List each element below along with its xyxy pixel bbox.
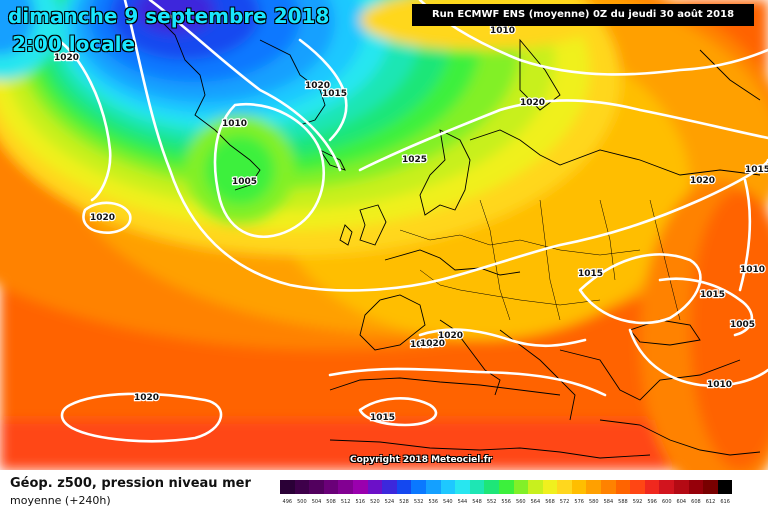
isobar-label: 1005 — [730, 320, 755, 330]
scale-swatch — [644, 480, 660, 494]
isobar-label: 1020 — [134, 393, 159, 403]
isobar-label: 1010 — [740, 265, 765, 275]
scale-swatch — [323, 480, 339, 494]
isobar-label: 1015 — [700, 290, 725, 300]
isobar-label: 1025 — [402, 155, 427, 165]
scale-value: 512 — [340, 499, 351, 505]
scale-swatch — [352, 480, 368, 494]
isobar-label: 1020 — [438, 331, 463, 341]
scale-value: 540 — [443, 499, 453, 505]
scale-value: 556 — [501, 499, 511, 505]
isobar-label: 1020 — [305, 81, 330, 91]
model-run-info: Run ECMWF ENS (moyenne) 0Z du jeudi 30 a… — [412, 4, 754, 26]
scale-value: 528 — [399, 499, 409, 505]
legend-title: Géop. z500, pression niveau mer — [10, 476, 251, 491]
scale-swatch — [338, 480, 353, 494]
scale-value: 604 — [676, 499, 687, 505]
color-scale — [280, 480, 733, 494]
isobar-label: 1020 — [410, 340, 435, 350]
legend-subtitle: moyenne (+240h) — [10, 494, 111, 507]
scale-value: 496 — [282, 499, 293, 505]
scale-value: 552 — [486, 499, 497, 505]
scale-value: 560 — [516, 499, 526, 505]
scale-value: 508 — [326, 499, 336, 505]
forecast-map: 1020101010201015101010051020102010251020… — [0, 0, 768, 470]
scale-swatch — [542, 480, 558, 494]
isobars — [56, 0, 768, 443]
scale-swatch — [586, 480, 602, 494]
isobar-label: 1010 — [222, 119, 247, 129]
scale-swatch — [469, 480, 485, 494]
scale-swatch — [528, 480, 543, 494]
scale-swatch — [440, 480, 456, 494]
scale-swatch — [425, 480, 441, 494]
isobar-label: 1015 — [370, 413, 395, 423]
copyright-notice: Copyright 2018 Meteociel.fr — [350, 455, 493, 465]
isobar-label: 1005 — [232, 177, 257, 187]
scale-swatch — [309, 480, 324, 494]
isobar-label: 1020 — [420, 339, 445, 349]
scale-value: 592 — [632, 499, 643, 505]
scale-swatch — [294, 480, 310, 494]
isobar-label: 1015 — [578, 269, 603, 279]
scale-value: 596 — [647, 499, 657, 505]
scale-swatch — [513, 480, 529, 494]
isobar-label: 1010 — [490, 26, 515, 36]
scale-value: 612 — [705, 499, 716, 505]
pressure-labels: 1020101010201015101010051020102010251020… — [53, 25, 768, 424]
scale-swatch — [630, 480, 645, 494]
scale-swatch — [674, 480, 689, 494]
scale-swatch — [688, 480, 704, 494]
scale-value: 616 — [720, 499, 730, 505]
scale-value: 516 — [355, 499, 366, 505]
scale-swatch — [367, 480, 383, 494]
scale-swatch — [411, 480, 426, 494]
isobar-label: 1010 — [707, 380, 732, 390]
scale-swatch — [280, 480, 295, 494]
forecast-time: 2:00 locale — [12, 32, 136, 56]
scale-swatch — [396, 480, 412, 494]
isobar-label: 1015 — [745, 165, 768, 175]
scale-swatch — [717, 480, 733, 494]
scale-value: 576 — [574, 499, 584, 505]
scale-value: 572 — [559, 499, 570, 505]
scale-swatch — [382, 480, 397, 494]
isobar-label: 1020 — [690, 176, 715, 186]
isobar-label: 1015 — [322, 89, 347, 99]
scale-swatch — [615, 480, 631, 494]
scale-value: 532 — [413, 499, 424, 505]
scale-swatch — [659, 480, 675, 494]
scale-swatch — [703, 480, 718, 494]
scale-swatch — [498, 480, 514, 494]
scale-value: 524 — [384, 499, 395, 505]
color-scale-labels: 496 500 504 508 512 516 520 524 528 532 536 540 544 5… — [280, 499, 732, 505]
scale-swatch — [484, 480, 499, 494]
scale-swatch — [455, 480, 470, 494]
scale-value: 600 — [661, 499, 672, 505]
scale-value: 568 — [545, 499, 555, 505]
forecast-date: dimanche 9 septembre 2018 — [8, 4, 330, 28]
scale-swatch — [601, 480, 616, 494]
legend-footer: Géop. z500, pression niveau mer moyenne … — [0, 470, 768, 512]
scale-value: 544 — [457, 499, 468, 505]
scale-value: 536 — [428, 499, 438, 505]
scale-value: 500 — [297, 499, 307, 505]
scale-value: 584 — [603, 499, 614, 505]
scale-swatch — [571, 480, 587, 494]
scale-value: 588 — [618, 499, 628, 505]
scale-value: 504 — [311, 499, 322, 505]
isobar-label: 1020 — [54, 53, 79, 63]
isobar-label: 1020 — [90, 213, 115, 223]
borders — [399, 199, 681, 321]
scale-value: 548 — [472, 499, 482, 505]
scale-value: 580 — [588, 499, 599, 505]
scale-value: 608 — [691, 499, 701, 505]
scale-value: 564 — [530, 499, 541, 505]
scale-swatch — [557, 480, 572, 494]
scale-value: 520 — [370, 499, 380, 505]
isobar-label: 1020 — [520, 98, 545, 108]
geopotential-field — [0, 0, 768, 470]
